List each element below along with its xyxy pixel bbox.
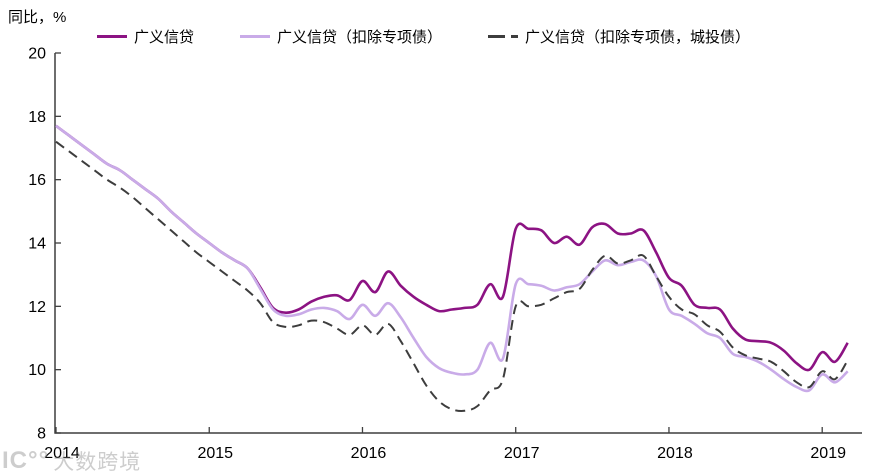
y-axis-unit-label: 同比，% [8,9,67,26]
y-tick-label: 20 [28,46,46,63]
legend: 广义信贷 广义信贷（扣除专项债） 广义信贷（扣除专项债，城投债） [97,26,750,47]
legend-item-ex-special-bonds: 广义信贷（扣除专项债） [240,26,442,47]
watermark-logo: IC°° [2,447,50,474]
axes [54,53,862,434]
series-line-1 [55,124,849,393]
series-line-2 [55,140,849,413]
legend-label: 广义信贷 [134,29,195,46]
y-tick-label: 14 [28,236,46,253]
legend-line-swatch-dashed-dark [488,35,519,38]
x-tick-label: 2016 [351,445,387,462]
x-tick-label: 2014 [44,445,80,462]
y-tick-label: 8 [37,426,46,443]
x-tick-label: 2018 [657,445,693,462]
y-tick-label: 10 [28,362,46,379]
legend-label: 广义信贷（扣除专项债，城投债） [525,29,751,46]
series-line-0 [55,124,849,372]
y-tick-label: 18 [28,109,46,126]
legend-item-ex-special-and-chengtou-bonds: 广义信贷（扣除专项债，城投债） [488,26,750,47]
legend-line-swatch-solid-light-purple [240,35,271,38]
x-tick-label: 2019 [810,445,846,462]
x-tick-label: 2017 [504,445,540,462]
x-tick-label: 2015 [197,445,233,462]
legend-line-swatch-solid-dark-purple [97,35,127,38]
y-tick-label: 16 [28,172,46,189]
watermark: IC°° 大数跨境 [2,446,141,476]
legend-item-broad-credit: 广义信贷 [97,26,194,47]
legend-label: 广义信贷（扣除专项债） [277,29,443,46]
y-tick-label: 12 [28,299,46,316]
watermark-text: 大数跨境 [53,451,142,474]
